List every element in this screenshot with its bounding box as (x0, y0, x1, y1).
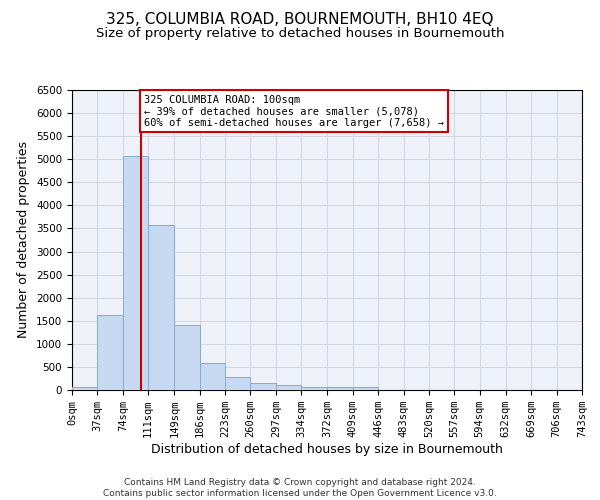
Bar (72, 387, 97, 390)
Text: 325, COLUMBIA ROAD, BOURNEMOUTH, BH10 4EQ: 325, COLUMBIA ROAD, BOURNEMOUTH, BH10 4E… (106, 12, 494, 28)
Bar (301, 387, 328, 390)
Text: Contains HM Land Registry data © Crown copyright and database right 2024.
Contai: Contains HM Land Registry data © Crown c… (103, 478, 497, 498)
Bar (148, 225, 174, 390)
Bar (276, 385, 301, 390)
Bar (97, 315, 123, 390)
Bar (353, 387, 378, 390)
Text: Size of property relative to detached houses in Bournemouth: Size of property relative to detached ho… (96, 28, 504, 40)
Bar (123, 156, 148, 390)
Bar (328, 388, 353, 390)
Bar (250, 384, 276, 390)
Y-axis label: Number of detached properties: Number of detached properties (17, 142, 31, 338)
X-axis label: Distribution of detached houses by size in Bournemouth: Distribution of detached houses by size … (151, 443, 503, 456)
Bar (200, 363, 225, 390)
Bar (225, 376, 250, 390)
Text: 325 COLUMBIA ROAD: 100sqm
← 39% of detached houses are smaller (5,078)
60% of se: 325 COLUMBIA ROAD: 100sqm ← 39% of detac… (144, 94, 444, 128)
Bar (174, 325, 200, 390)
